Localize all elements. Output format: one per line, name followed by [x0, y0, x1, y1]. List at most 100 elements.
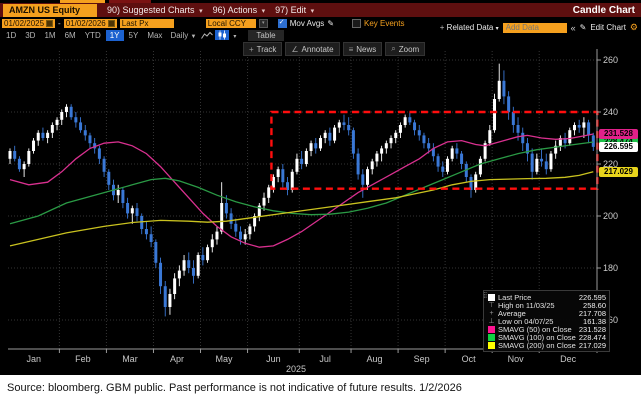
collapse-panel-button[interactable]: «	[570, 22, 576, 33]
candle	[224, 203, 228, 214]
price-tag: 231.528	[599, 129, 638, 139]
x-axis-month-label: Feb	[75, 354, 91, 364]
chart-tool-zoom[interactable]: ⌕ Zoom	[385, 42, 426, 56]
zoom-icon: ⌕	[391, 44, 396, 53]
range-buttons: 1D 3D 1M 6M YTD 1Y 5Y Max	[2, 29, 166, 41]
candle	[436, 156, 440, 167]
x-axis-month-label: Sep	[414, 354, 430, 364]
related-data-button[interactable]: + Related Data ▾	[439, 23, 499, 32]
candle	[22, 164, 26, 170]
x-axis-year-label: 2025	[286, 364, 306, 374]
candle	[445, 158, 449, 172]
chart-tool-annotate[interactable]: ∠ Annotate	[285, 42, 340, 56]
mov-avgs-edit-pencil-icon[interactable]: ✎	[327, 19, 335, 28]
candle	[177, 270, 181, 279]
candle	[140, 216, 144, 229]
legend-label: Low on 04/07/25	[498, 316, 554, 326]
candle	[295, 158, 299, 172]
candle	[238, 231, 242, 240]
range-button-6m[interactable]: 6M	[64, 30, 76, 40]
range-button-ytd[interactable]: YTD	[84, 30, 101, 40]
candle	[220, 203, 224, 232]
key-events-checkbox[interactable]	[352, 19, 362, 28]
candle	[328, 132, 332, 141]
candle	[159, 262, 163, 287]
y-axis-tick-label: 160	[603, 315, 618, 325]
security-ticker-field[interactable]: AMZN US Equity	[3, 3, 97, 17]
candle	[83, 130, 87, 136]
range-button-1y[interactable]: 1Y	[105, 29, 124, 41]
calendar-icon[interactable]	[46, 20, 54, 27]
candle	[60, 112, 64, 120]
candle	[187, 260, 191, 268]
x-axis-month-label: Aug	[367, 354, 383, 364]
candle	[417, 130, 421, 136]
settings-gear-icon[interactable]: ⚙	[629, 22, 638, 32]
candle	[403, 117, 407, 125]
range-button-3d[interactable]: 3D	[25, 30, 36, 40]
line-chart-type-button[interactable]	[200, 30, 214, 40]
candle	[206, 247, 210, 261]
annotation-rectangle	[270, 110, 599, 190]
key-events-label: Key Events	[364, 19, 405, 28]
related-data-cluster: + Related Data ▾ « ✎ Edit Chart ⚙	[440, 22, 638, 33]
x-axis-month-label: Nov	[508, 354, 525, 364]
news-icon: ≡	[348, 44, 354, 54]
legend-row: ⊤ High on 11/03/25 258.60	[488, 301, 606, 310]
calendar-icon[interactable]	[107, 20, 115, 27]
range-button-1m[interactable]: 1M	[44, 30, 56, 40]
low-marker-icon: ⊥	[488, 318, 495, 325]
range-button-5y[interactable]: 5Y	[128, 30, 139, 40]
date-to-field[interactable]: 01/02/2026	[63, 19, 117, 28]
candle	[215, 231, 219, 240]
candle	[116, 190, 120, 196]
candle	[229, 213, 233, 224]
candle	[323, 132, 327, 138]
candle	[271, 177, 275, 188]
candle	[413, 122, 417, 131]
edit-chart-pencil-icon: ✎	[579, 23, 587, 32]
period-dropdown[interactable]: Daily ▼	[170, 30, 197, 40]
x-axis-month-label: May	[216, 354, 234, 364]
legend-label: SMAVG (100) on Close	[498, 332, 576, 342]
legend-row: + Average 217.708	[488, 309, 606, 318]
candle	[558, 138, 562, 146]
x-axis-month-label: Mar	[122, 354, 138, 364]
legend-value: 161.38	[583, 316, 606, 326]
menu-item-edit[interactable]: 97) Edit ▾	[275, 5, 315, 15]
currency-dropdown-icon[interactable]: ▾	[258, 19, 268, 28]
candle	[234, 223, 238, 232]
currency-select[interactable]: Local CCY	[205, 19, 256, 28]
candle	[389, 138, 393, 144]
range-button-1d[interactable]: 1D	[6, 30, 17, 40]
date-from-field[interactable]: 01/02/2025	[2, 19, 56, 28]
chart-legend[interactable]: ⣿ Last Price 226.595 ⊤ High on 11/03/25 258.…	[483, 290, 610, 352]
chart-type-more-dropdown[interactable]: ▾	[233, 33, 237, 40]
menu-item-actions[interactable]: 96) Actions ▾	[212, 5, 266, 15]
legend-value: 231.528	[578, 324, 606, 334]
candle-chart-icon	[218, 30, 227, 40]
annotate-icon: ∠	[291, 44, 299, 54]
range-button-max[interactable]: Max	[147, 30, 163, 40]
menu-item-suggestedcharts[interactable]: 90) Suggested Charts ▾	[107, 5, 203, 15]
legend-row: SMAVG (50) on Close 231.528	[488, 324, 606, 334]
candle-chart-type-button[interactable]	[215, 30, 230, 40]
legend-drag-handle[interactable]: ⣿	[483, 293, 488, 299]
chart-tool-news[interactable]: ≡ News	[342, 42, 383, 56]
mov-avgs-checkbox[interactable]	[277, 18, 287, 28]
price-field-select[interactable]: Last Px	[119, 19, 174, 28]
chart-toolbar: + Track ∠ Annotate ≡ News ⌕ Zoom	[243, 42, 426, 56]
track-icon: +	[249, 44, 254, 54]
table-button[interactable]: Table	[248, 29, 284, 41]
edit-chart-button[interactable]: Edit Chart	[590, 23, 626, 32]
candle	[276, 169, 280, 177]
candle	[530, 153, 534, 172]
add-data-input[interactable]	[502, 22, 567, 33]
candle	[507, 96, 511, 112]
candle	[568, 130, 572, 144]
candle	[351, 130, 355, 154]
legend-label: Last Price	[498, 292, 532, 302]
candle	[478, 158, 482, 175]
chart-tool-track[interactable]: + Track	[243, 42, 283, 56]
